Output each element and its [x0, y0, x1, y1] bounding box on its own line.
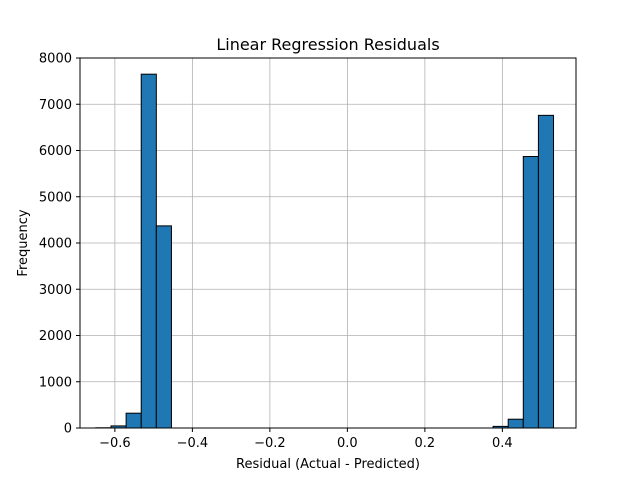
y-axis-label: Frequency: [16, 209, 31, 276]
y-tick-label: 0: [64, 422, 72, 437]
y-axis-ticks: 0 1000 2000 3000 4000 5000 6000 7000 8000: [39, 52, 80, 437]
x-tick-label: 0.0: [337, 436, 358, 451]
histogram-bar: [140, 73, 157, 429]
x-axis-ticks: −0.6 −0.4 −0.2 0.0 0.2 0.4: [99, 428, 513, 451]
chart-title: Linear Regression Residuals: [216, 35, 439, 54]
y-tick-label: 1000: [39, 375, 72, 390]
y-tick-label: 6000: [39, 144, 72, 159]
histogram-bar: [155, 225, 172, 429]
x-tick-label: 0.2: [415, 436, 436, 451]
histogram-bar: [507, 418, 524, 429]
x-tick-label: 0.4: [492, 436, 513, 451]
y-tick-label: 8000: [39, 52, 72, 67]
histogram-bar: [537, 114, 555, 429]
bars-layer: [95, 73, 555, 429]
x-tick-label: −0.4: [177, 436, 209, 451]
x-axis-label: Residual (Actual - Predicted): [236, 457, 420, 472]
histogram-bar: [522, 156, 539, 429]
histogram-bar: [125, 412, 142, 429]
y-tick-label: 7000: [39, 98, 72, 113]
y-tick-label: 5000: [39, 190, 72, 205]
x-tick-label: −0.2: [254, 436, 286, 451]
x-tick-label: −0.6: [99, 436, 131, 451]
y-tick-label: 3000: [39, 283, 72, 298]
y-tick-label: 2000: [39, 329, 72, 344]
y-tick-label: 4000: [39, 237, 72, 252]
